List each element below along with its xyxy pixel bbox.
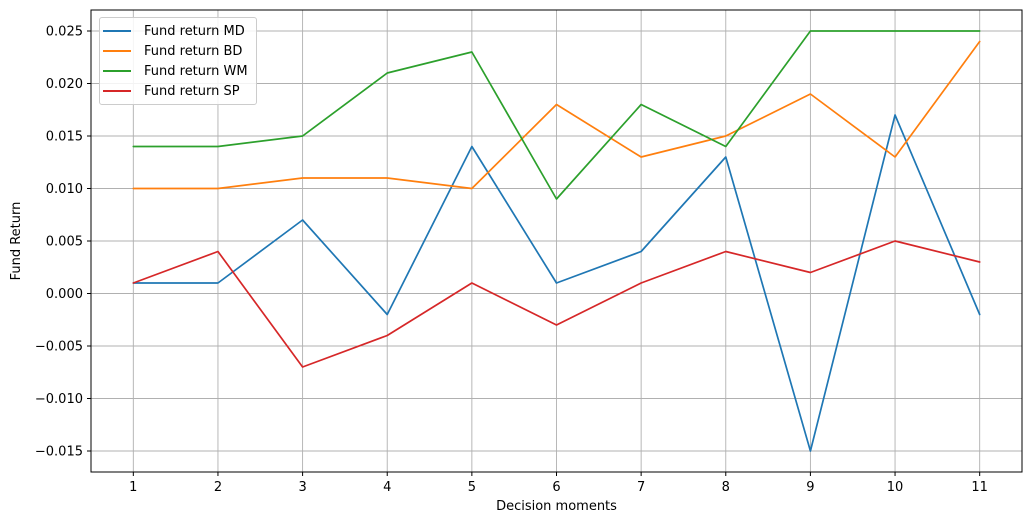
legend-item: Fund return SP — [100, 81, 256, 101]
legend-item: Fund return BD — [100, 41, 256, 61]
y-tick-label: −0.015 — [35, 445, 83, 460]
x-tick-label: 9 — [806, 480, 814, 495]
x-tick-label: 4 — [383, 480, 391, 495]
y-axis-label: Fund Return — [9, 202, 24, 281]
y-tick-label: 0.005 — [46, 235, 83, 250]
legend-item-label: Fund return SP — [144, 83, 240, 99]
x-tick-label: 8 — [722, 480, 730, 495]
y-tick-label: 0.000 — [46, 287, 83, 302]
y-tick-label: 0.025 — [46, 25, 83, 40]
legend-line-sample — [103, 50, 131, 52]
legend-item-label: Fund return MD — [144, 23, 245, 39]
legend-line-sample — [103, 90, 131, 92]
y-tick-label: 0.010 — [46, 182, 83, 197]
x-tick-label: 2 — [214, 480, 222, 495]
legend-line-sample — [103, 30, 131, 32]
legend-item: Fund return MD — [100, 21, 256, 41]
legend-item-label: Fund return WM — [144, 63, 248, 79]
y-tick-label: −0.010 — [35, 392, 83, 407]
series-line-fund-return-wm — [132, 30, 981, 200]
y-tick-label: 0.020 — [46, 77, 83, 92]
x-tick-label: 3 — [298, 480, 306, 495]
x-tick-label: 6 — [552, 480, 560, 495]
x-tick-label: 7 — [637, 480, 645, 495]
x-axis-label: Decision moments — [496, 499, 617, 514]
x-tick-label: 10 — [887, 480, 904, 495]
legend-item: Fund return WM — [100, 61, 256, 81]
series-line-fund-return-bd — [132, 40, 981, 190]
series-line-fund-return-md — [132, 114, 981, 452]
x-tick-label: 11 — [971, 480, 988, 495]
x-tick-label: 5 — [468, 480, 476, 495]
series-line-fund-return-sp — [132, 240, 981, 368]
legend: Fund return MD Fund return BD Fund retur… — [99, 17, 257, 105]
legend-item-label: Fund return BD — [144, 43, 243, 59]
y-tick-label: 0.015 — [46, 130, 83, 145]
x-tick-label: 1 — [129, 480, 137, 495]
legend-line-sample — [103, 70, 131, 72]
y-tick-label: −0.005 — [35, 340, 83, 355]
